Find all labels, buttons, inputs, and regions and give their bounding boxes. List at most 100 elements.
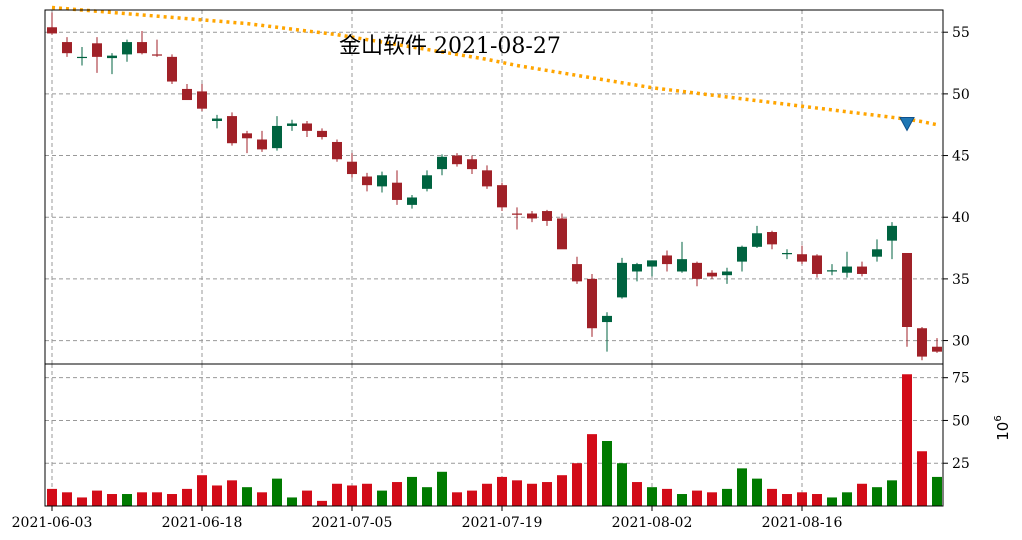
- moving-average-path: [51, 5, 938, 127]
- candle: [542, 209, 552, 226]
- candle: [572, 256, 582, 284]
- volume-bar: [422, 487, 432, 506]
- volume-bar: [467, 490, 477, 506]
- volume-bar: [242, 487, 252, 506]
- candle: [467, 155, 477, 175]
- candle-body: [467, 159, 477, 170]
- volume-bar: [197, 475, 207, 506]
- volume-bar: [482, 483, 492, 506]
- candle-body: [347, 161, 357, 175]
- volume-bar: [137, 492, 147, 506]
- candle: [257, 130, 267, 152]
- candle: [407, 195, 417, 209]
- candle-body: [47, 27, 57, 34]
- candle: [317, 128, 327, 140]
- candle-body: [692, 262, 702, 279]
- candle-body: [377, 175, 387, 187]
- volume-series: [47, 374, 942, 506]
- candle: [437, 154, 447, 176]
- price-tick-label: 40: [952, 210, 970, 226]
- candle-body: [752, 233, 762, 247]
- candle-body: [77, 56, 87, 59]
- volume-bar: [272, 478, 282, 506]
- volume-bar: [722, 488, 732, 506]
- volume-bar: [497, 476, 507, 506]
- volume-bar: [647, 487, 657, 506]
- volume-bar: [587, 434, 597, 506]
- price-tick-label: 35: [952, 272, 970, 288]
- candle: [122, 39, 132, 62]
- candle-body: [362, 176, 372, 186]
- date-tick-label: 2021-06-18: [162, 515, 243, 531]
- candle-body: [512, 213, 522, 215]
- candle: [242, 130, 252, 154]
- volume-bar: [797, 492, 807, 506]
- price-tick-label: 45: [952, 149, 970, 165]
- candle: [497, 182, 507, 212]
- volume-bar: [662, 488, 672, 506]
- volume-bar: [152, 492, 162, 506]
- candle-body: [662, 255, 672, 265]
- volume-bar: [182, 488, 192, 506]
- volume-bar: [377, 490, 387, 506]
- candle-body: [197, 91, 207, 109]
- candle-body: [422, 175, 432, 189]
- candle-body: [707, 272, 717, 277]
- candle: [557, 213, 567, 250]
- candle-body: [212, 118, 222, 122]
- volume-bar: [557, 475, 567, 506]
- volume-bar: [602, 440, 612, 506]
- volume-bar: [77, 497, 87, 506]
- candle-body: [257, 139, 267, 150]
- volume-bar: [902, 374, 912, 506]
- price-tick-label: 55: [952, 25, 970, 41]
- candle-body: [782, 252, 792, 255]
- candle: [647, 260, 657, 277]
- candle-body: [842, 266, 852, 273]
- volume-bar: [842, 492, 852, 506]
- candle: [812, 254, 822, 278]
- candle-body: [542, 211, 552, 221]
- candle: [602, 312, 612, 352]
- volume-bar: [707, 492, 717, 506]
- candle: [392, 170, 402, 205]
- candle-body: [932, 346, 942, 352]
- volume-panel-frame: [44, 363, 944, 507]
- candle: [707, 270, 717, 279]
- date-axis: 2021-06-03 2021-06-18 2021-07-05 2021-07-19…: [12, 506, 842, 531]
- candle-body: [167, 56, 177, 82]
- volume-bar: [392, 482, 402, 506]
- candle-body: [437, 156, 447, 170]
- candle-body: [647, 260, 657, 267]
- candle-body: [872, 249, 882, 257]
- date-tick-label: 2021-06-03: [12, 515, 93, 531]
- candle: [362, 172, 372, 192]
- candle: [587, 273, 597, 337]
- volume-bar: [212, 485, 222, 506]
- volume-bar: [692, 490, 702, 506]
- volume-bar: [317, 500, 327, 506]
- candle: [47, 12, 57, 35]
- volume-bar: [227, 480, 237, 506]
- candle: [92, 37, 102, 73]
- volume-bar: [677, 494, 687, 506]
- candle: [782, 249, 792, 260]
- candle: [767, 230, 777, 250]
- candle: [512, 207, 522, 230]
- candle-body: [602, 315, 612, 323]
- volume-bar: [167, 494, 177, 506]
- candle: [797, 245, 807, 265]
- candle-body: [152, 54, 162, 56]
- candle: [77, 47, 87, 66]
- candle-body: [407, 197, 417, 205]
- candle: [227, 112, 237, 146]
- candle: [617, 257, 627, 299]
- candle-body: [392, 182, 402, 200]
- candle-body: [332, 141, 342, 160]
- volume-bar: [572, 463, 582, 506]
- price-grid: [45, 10, 943, 364]
- candle: [137, 30, 147, 55]
- volume-bar: [542, 482, 552, 506]
- candle-body: [272, 125, 282, 149]
- candle-body: [887, 225, 897, 241]
